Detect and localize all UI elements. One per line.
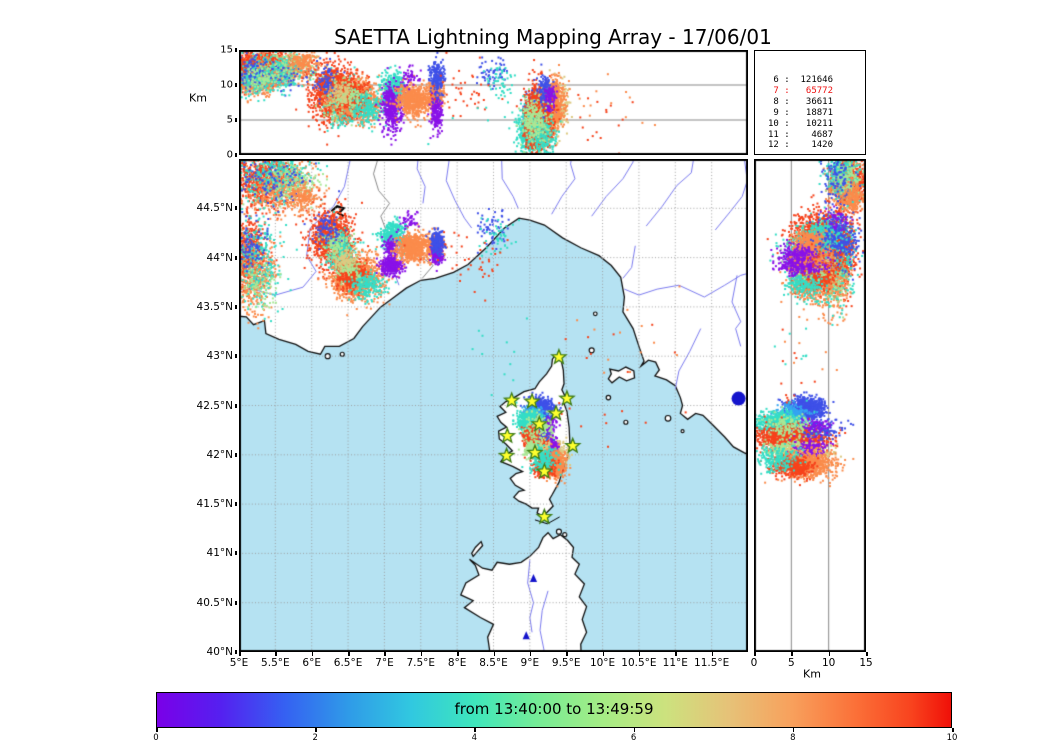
right-panel-km-tick-label: 0: [750, 657, 758, 669]
lon-axis-tick: [348, 652, 350, 656]
lon-tick-label: 8°E: [447, 657, 467, 669]
lat-tick-label: 42°N: [206, 448, 233, 461]
lat-tick-label: 40.5°N: [196, 596, 233, 609]
colorbar-tick-label: 10: [946, 733, 958, 743]
lon-axis-tick: [566, 652, 568, 656]
stats-row-level-10: 10 : 10211: [768, 118, 834, 129]
time-colorbar: from 13:40:00 to 13:49:59: [156, 692, 952, 728]
right-panel-axis-tick: [754, 652, 756, 656]
lon-axis-tick: [493, 652, 495, 656]
lat-tick-label: 44.5°N: [196, 202, 233, 215]
colorbar-axis-tick: [952, 728, 954, 732]
right-panel-km-tick-label: 10: [821, 657, 836, 669]
stats-row-level-6: 6 : 121646: [768, 75, 834, 85]
lat-axis-tick: [235, 650, 237, 654]
colorbar-axis-tick: [315, 728, 317, 732]
map-panel: [239, 159, 748, 652]
right-panel-axis-tick: [828, 652, 831, 656]
lon-axis-tick: [420, 652, 423, 656]
lon-tick-label: 9°E: [520, 657, 540, 669]
right-panel-km-tick-label: 5: [787, 657, 795, 669]
lat-tick-label: 42.5°N: [196, 399, 233, 412]
alt-tick-label: 10: [220, 79, 233, 91]
lon-axis-tick: [602, 652, 605, 656]
lon-tick-label: 11.5°E: [694, 657, 730, 669]
colorbar-axis-tick: [156, 728, 158, 732]
stats-row-level-11: 11 : 4687: [768, 129, 834, 140]
alt-axis-tick: [235, 153, 237, 157]
figure-title: SAETTA Lightning Mapping Array - 17/06/0…: [334, 25, 772, 49]
lat-axis-tick: [235, 551, 237, 556]
lon-tick-label: 8.5°E: [479, 657, 508, 669]
lon-tick-label: 6.5°E: [333, 657, 363, 669]
altitude-vs-latitude-panel: [754, 159, 866, 652]
lat-tick-label: 44°N: [206, 251, 233, 264]
lon-tick-label: 5.5°E: [261, 657, 290, 669]
lon-tick-label: 7°E: [375, 657, 394, 669]
lat-tick-label: 41°N: [206, 547, 233, 560]
lat-axis-tick: [235, 304, 237, 309]
lon-axis-tick: [311, 652, 314, 656]
colorbar-axis-tick: [633, 728, 636, 732]
stats-row-level-8: 8 : 36611: [768, 96, 834, 107]
lon-tick-label: 10°E: [589, 657, 616, 669]
right-panel-axis-tick: [791, 652, 793, 656]
colorbar-tick-label: 4: [471, 733, 478, 743]
altitude-axis-label-bottom: Km: [803, 667, 821, 681]
altitude-axis-label-left: Km: [189, 91, 207, 105]
lon-axis-tick: [638, 652, 641, 656]
right-panel-km-tick-label: 15: [859, 657, 873, 669]
lat-tick-label: 43°N: [206, 350, 233, 363]
lon-tick-label: 10.5°E: [621, 657, 657, 669]
stats-row-level-12: 12 : 1420: [768, 140, 834, 151]
lat-tick-label: 40°N: [206, 646, 233, 658]
lat-axis-tick: [235, 403, 237, 408]
colorbar-label: from 13:40:00 to 13:49:59: [454, 700, 654, 718]
lon-axis-tick: [384, 652, 386, 656]
lon-axis-tick: [275, 652, 277, 656]
lon-axis-tick: [529, 652, 532, 656]
colorbar-tick-label: 0: [153, 733, 159, 743]
colorbar-axis-tick: [474, 728, 476, 732]
stats-row-level-9: 9 : 18871: [768, 107, 834, 118]
lat-axis-tick: [235, 600, 237, 605]
lat-axis-tick: [235, 206, 237, 211]
lat-axis-tick: [235, 502, 237, 507]
lat-axis-tick: [235, 255, 237, 260]
right-panel-axis-tick: [866, 652, 868, 656]
alt-tick-label: 5: [226, 114, 233, 126]
lon-tick-label: 7.5°E: [406, 657, 436, 669]
lon-tick-label: 5°E: [229, 657, 249, 669]
lon-axis-tick: [457, 652, 459, 656]
alt-axis-tick: [235, 48, 237, 52]
altitude-vs-longitude-panel: [239, 50, 748, 155]
lon-tick-label: 11°E: [662, 657, 688, 669]
lon-tick-label: 6°E: [302, 657, 321, 669]
lon-tick-label: 9.5°E: [551, 657, 581, 669]
alt-tick-label: 15: [220, 44, 233, 56]
colorbar-tick-label: 6: [630, 733, 637, 743]
lon-axis-tick: [711, 652, 714, 656]
colorbar-tick-label: 8: [790, 733, 796, 743]
lon-axis-tick: [239, 652, 241, 656]
alt-axis-tick: [235, 83, 237, 87]
lat-axis-tick: [235, 452, 237, 457]
stats-row-level-7: 7 : 65772: [768, 85, 834, 96]
colorbar-axis-tick: [792, 728, 795, 732]
lat-tick-label: 43.5°N: [196, 300, 233, 313]
source-counts-box: 6 : 121646 7 : 65772 8 : 36611 9 : 18871…: [754, 50, 866, 155]
alt-axis-tick: [235, 118, 237, 122]
alt-tick-label: 0: [226, 149, 233, 161]
colorbar-tick-label: 2: [312, 733, 318, 743]
lat-tick-label: 41.5°N: [196, 498, 233, 511]
lon-axis-tick: [675, 652, 677, 656]
lat-axis-tick: [235, 354, 237, 359]
